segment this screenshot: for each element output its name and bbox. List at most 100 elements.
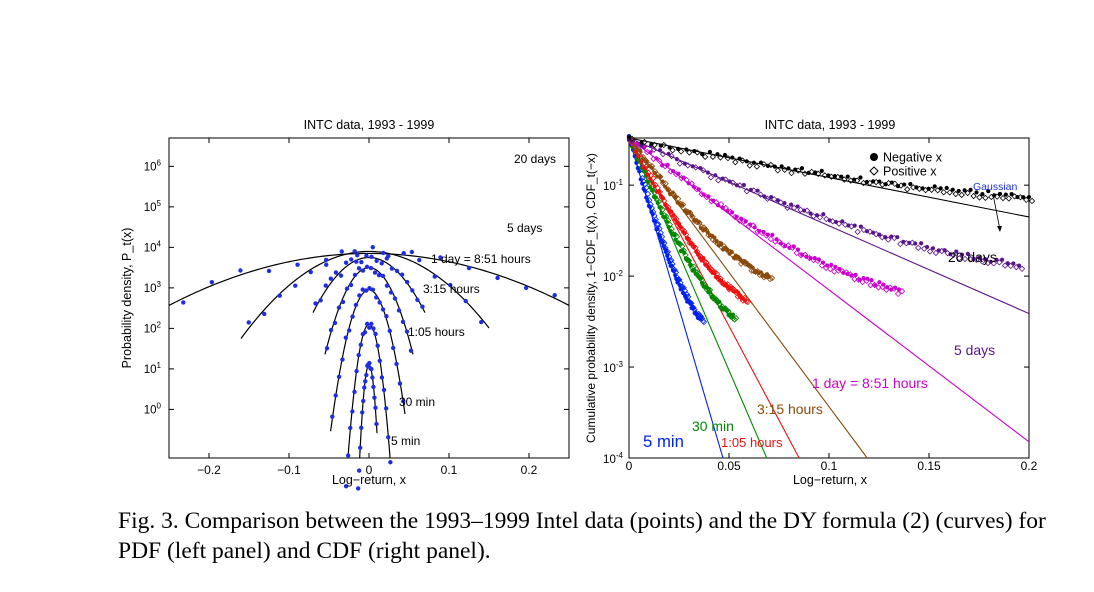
pdf-point — [415, 297, 420, 303]
cdf-point-negative — [676, 278, 681, 283]
pdf-curve-5-days — [240, 250, 490, 339]
cdf-point-negative — [715, 152, 720, 157]
pdf-point — [397, 381, 403, 386]
cdf-point-positive — [841, 176, 848, 183]
pdf-point — [388, 290, 394, 295]
pdf-point — [362, 330, 368, 335]
cdf-point-positive — [677, 148, 685, 155]
pdf-points — [181, 245, 557, 491]
cdf-point-negative — [932, 184, 937, 189]
cdf-point-negative — [926, 186, 931, 191]
cdf-point-negative — [857, 277, 862, 282]
cdf-point-positive — [692, 164, 699, 171]
cdf-point-negative — [869, 278, 874, 283]
cdf-point-negative — [677, 241, 682, 246]
cdf-point-negative — [755, 188, 760, 193]
cdf-point-negative — [795, 204, 800, 209]
cdf-x-tick-label: 0.05 — [717, 459, 741, 473]
pdf-point — [523, 285, 529, 291]
cdf-point-negative — [714, 239, 719, 244]
cdf-point-positive — [771, 196, 778, 203]
cdf-point-negative — [695, 252, 701, 257]
cdf-point-negative — [729, 210, 735, 215]
cdf-point-positive — [793, 249, 800, 257]
pdf-point — [364, 372, 369, 378]
pdf-point — [364, 321, 370, 327]
cdf-point-negative — [744, 159, 749, 164]
cdf-point-negative — [642, 188, 648, 193]
pdf-point — [552, 293, 557, 298]
pdf-x-tick-label: 0.1 — [441, 463, 458, 477]
cdf-point-negative — [858, 224, 863, 229]
cdf-point-positive — [760, 161, 768, 168]
pdf-point — [348, 425, 353, 431]
pdf-point — [380, 307, 386, 312]
cdf-point-negative — [661, 196, 666, 201]
legend-entry-positive: Positive x — [883, 165, 937, 179]
cdf-y-tick-label: 10-4 — [603, 451, 623, 466]
pdf-point — [293, 283, 298, 288]
cdf-point-positive — [628, 135, 636, 142]
cdf-point-negative — [748, 222, 753, 227]
pdf-point — [364, 264, 370, 269]
cdf-point-negative — [715, 203, 721, 208]
cdf-point-negative — [682, 250, 687, 255]
cdf-point-negative — [997, 191, 1003, 197]
cdf-point-positive — [940, 189, 947, 196]
pdf-point — [358, 342, 364, 348]
cdf-point-positive — [784, 204, 791, 212]
cdf-point-negative — [703, 227, 708, 232]
cdf-point-negative — [671, 268, 677, 274]
pdf-point — [448, 282, 453, 288]
cdf-point-negative — [700, 280, 705, 286]
pdf-point — [358, 445, 363, 450]
pdf-label-5-min: 5 min — [391, 434, 420, 448]
pdf-point — [356, 266, 362, 271]
cdf-panel: INTC data, 1993 - 1999 10-410-310-210-1 … — [584, 118, 1038, 487]
pdf-point — [363, 288, 369, 293]
pdf-point — [355, 486, 361, 491]
cdf-point-positive — [684, 162, 692, 169]
pdf-point — [330, 414, 335, 419]
cdf-point-negative — [774, 237, 779, 242]
cdf-point-negative — [812, 256, 817, 261]
cdf-point-negative — [671, 213, 676, 218]
cdf-point-negative — [858, 175, 863, 180]
cdf-point-positive — [816, 214, 824, 221]
cdf-point-negative — [700, 152, 705, 157]
pdf-point — [394, 361, 399, 367]
cdf-point-positive — [990, 260, 997, 267]
cdf-point-negative — [819, 168, 824, 174]
cdf-point-negative — [706, 194, 711, 199]
pdf-point — [371, 326, 376, 331]
pdf-curve-1-day-8-51-hours — [312, 256, 426, 313]
cdf-point-positive — [982, 194, 989, 202]
cdf-point-negative — [853, 272, 858, 277]
cdf-point-negative — [669, 263, 674, 268]
cdf-point-negative — [637, 169, 642, 174]
pdf-point — [336, 374, 342, 380]
cdf-point-negative — [849, 273, 854, 278]
pdf-point — [354, 259, 359, 264]
pdf-point — [347, 328, 352, 333]
cdf-y-axis: 10-4 10-3 10-2 10-1 — [603, 178, 1029, 466]
pdf-point — [338, 273, 344, 278]
cdf-point-positive — [651, 141, 658, 149]
pdf-point — [360, 287, 365, 292]
cdf-point-negative — [982, 256, 988, 262]
cdf-point-negative — [765, 163, 771, 168]
cdf-y-label: Cumulative probability density, 1−CDF_t(… — [584, 153, 598, 443]
pdf-point — [333, 393, 338, 398]
cdf-point-positive — [853, 177, 861, 184]
cdf-point-negative — [663, 202, 668, 207]
cdf-point-negative — [649, 141, 654, 147]
cdf-x-tick-label: 0.1 — [821, 459, 838, 473]
cdf-point-negative — [696, 187, 701, 192]
pdf-point — [354, 368, 359, 374]
cdf-point-negative — [730, 155, 735, 160]
pdf-point — [388, 460, 393, 465]
cdf-point-positive — [803, 207, 811, 214]
cdf-point-positive — [1005, 195, 1012, 202]
cdf-point-negative — [663, 184, 668, 189]
pdf-y-tick-label: 100 — [144, 401, 162, 416]
